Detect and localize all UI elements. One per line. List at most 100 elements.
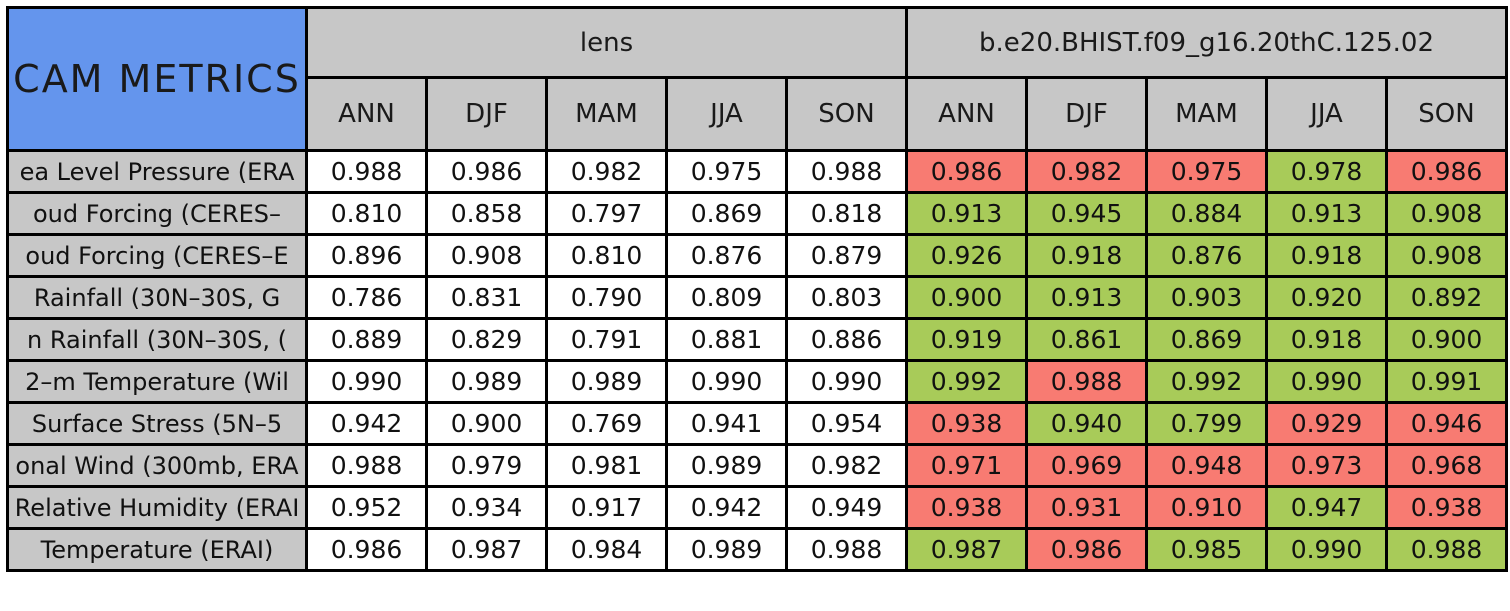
cam-metrics-table-container: CAM METRICS lens b.e20.BHIST.f09_g16.20t… [6,6,1509,572]
lens-value-cell: 0.934 [425,485,548,530]
case-value-cell: 0.908 [1384,191,1509,236]
table-row: ea Level Pressure (ERA 0.988 0.986 0.982 0.9… [6,149,1509,194]
metric-label-cell: 2–m Temperature (Wil [6,359,308,404]
lens-value-cell: 0.982 [545,149,668,194]
lens-value-cell: 0.987 [425,527,548,572]
lens-value-cell: 0.949 [785,485,908,530]
lens-value-cell: 0.809 [665,275,788,320]
lens-value-cell: 0.810 [545,233,668,278]
table-row: 2–m Temperature (Wil 0.990 0.989 0.989 0.990… [6,359,1509,404]
lens-value-cell: 0.831 [425,275,548,320]
case-value-cell: 0.945 [1025,191,1148,236]
case-value-cell: 0.990 [1265,359,1388,404]
season-header-lens-jja: JJA [665,76,788,152]
lens-value-cell: 0.941 [665,401,788,446]
table-row: onal Wind (300mb, ERA 0.988 0.979 0.981 0.98… [6,443,1509,488]
lens-value-cell: 0.986 [305,527,428,572]
case-value-cell: 0.988 [1025,359,1148,404]
season-header-case-son: SON [1384,76,1509,152]
season-header-case-djf: DJF [1025,76,1148,152]
lens-value-cell: 0.886 [785,317,908,362]
case-value-cell: 0.940 [1025,401,1148,446]
metric-label-cell: ea Level Pressure (ERA [6,149,308,194]
table-title: CAM METRICS [6,6,308,152]
case-value-cell: 0.969 [1025,443,1148,488]
metrics-table-body: ea Level Pressure (ERA 0.988 0.986 0.982 0.9… [6,149,1509,572]
metric-label-cell: oud Forcing (CERES–E [6,233,308,278]
table-row: oud Forcing (CERES–E 0.896 0.908 0.810 0.876… [6,233,1509,278]
case-value-cell: 0.975 [1145,149,1268,194]
case-value-cell: 0.900 [905,275,1028,320]
lens-value-cell: 0.810 [305,191,428,236]
lens-value-cell: 0.989 [665,527,788,572]
lens-value-cell: 0.986 [425,149,548,194]
case-value-cell: 0.987 [905,527,1028,572]
lens-value-cell: 0.990 [665,359,788,404]
table-row: n Rainfall (30N–30S, (0.889 0.829 0.791 0.8… [6,317,1509,362]
case-value-cell: 0.861 [1025,317,1148,362]
lens-value-cell: 0.829 [425,317,548,362]
lens-value-cell: 0.869 [665,191,788,236]
case-value-cell: 0.968 [1384,443,1509,488]
metric-label-cell: Rainfall (30N–30S, G [6,275,308,320]
case-value-cell: 0.938 [905,401,1028,446]
lens-value-cell: 0.990 [785,359,908,404]
table-row: Relative Humidity (ERAI 0.952 0.934 0.917 0.… [6,485,1509,530]
lens-value-cell: 0.769 [545,401,668,446]
case-value-cell: 0.973 [1265,443,1388,488]
season-header-lens-djf: DJF [425,76,548,152]
case-value-cell: 0.971 [905,443,1028,488]
lens-value-cell: 0.917 [545,485,668,530]
case-value-cell: 0.900 [1384,317,1509,362]
lens-value-cell: 0.908 [425,233,548,278]
lens-value-cell: 0.858 [425,191,548,236]
case-value-cell: 0.908 [1384,233,1509,278]
case-value-cell: 0.947 [1265,485,1388,530]
case-value-cell: 0.884 [1145,191,1268,236]
case-value-cell: 0.892 [1384,275,1509,320]
lens-value-cell: 0.988 [785,527,908,572]
lens-value-cell: 0.791 [545,317,668,362]
case-value-cell: 0.929 [1265,401,1388,446]
lens-value-cell: 0.803 [785,275,908,320]
case-value-cell: 0.986 [1025,527,1148,572]
case-value-cell: 0.920 [1265,275,1388,320]
lens-value-cell: 0.797 [545,191,668,236]
case-value-cell: 0.991 [1384,359,1509,404]
lens-value-cell: 0.942 [665,485,788,530]
cam-metrics-table: CAM METRICS lens b.e20.BHIST.f09_g16.20t… [6,6,1509,572]
metric-label-cell: Relative Humidity (ERAI [6,485,308,530]
metric-label-cell: n Rainfall (30N–30S, ( [6,317,308,362]
lens-value-cell: 0.889 [305,317,428,362]
lens-value-cell: 0.989 [665,443,788,488]
lens-value-cell: 0.984 [545,527,668,572]
case-value-cell: 0.919 [905,317,1028,362]
lens-value-cell: 0.981 [545,443,668,488]
season-header-case-mam: MAM [1145,76,1268,152]
metric-label-cell: onal Wind (300mb, ERA [6,443,308,488]
lens-value-cell: 0.786 [305,275,428,320]
case-value-cell: 0.869 [1145,317,1268,362]
group-header-lens: lens [305,6,908,79]
lens-value-cell: 0.989 [545,359,668,404]
case-value-cell: 0.913 [1025,275,1148,320]
metric-label-cell: oud Forcing (CERES– [6,191,308,236]
case-value-cell: 0.938 [1384,485,1509,530]
case-value-cell: 0.992 [1145,359,1268,404]
table-row: Surface Stress (5N–5 0.942 0.900 0.769 0.941… [6,401,1509,446]
lens-value-cell: 0.988 [305,443,428,488]
lens-value-cell: 0.896 [305,233,428,278]
case-value-cell: 0.913 [905,191,1028,236]
case-value-cell: 0.986 [1384,149,1509,194]
lens-value-cell: 0.990 [305,359,428,404]
group-header-case: b.e20.BHIST.f09_g16.20thC.125.02 [904,6,1509,79]
case-value-cell: 0.946 [1384,401,1509,446]
case-value-cell: 0.988 [1384,527,1509,572]
lens-value-cell: 0.954 [785,401,908,446]
case-value-cell: 0.918 [1025,233,1148,278]
lens-value-cell: 0.818 [785,191,908,236]
season-header-lens-ann: ANN [305,76,428,152]
lens-value-cell: 0.952 [305,485,428,530]
lens-value-cell: 0.988 [785,149,908,194]
metric-label-cell: Temperature (ERAI) [6,527,308,572]
